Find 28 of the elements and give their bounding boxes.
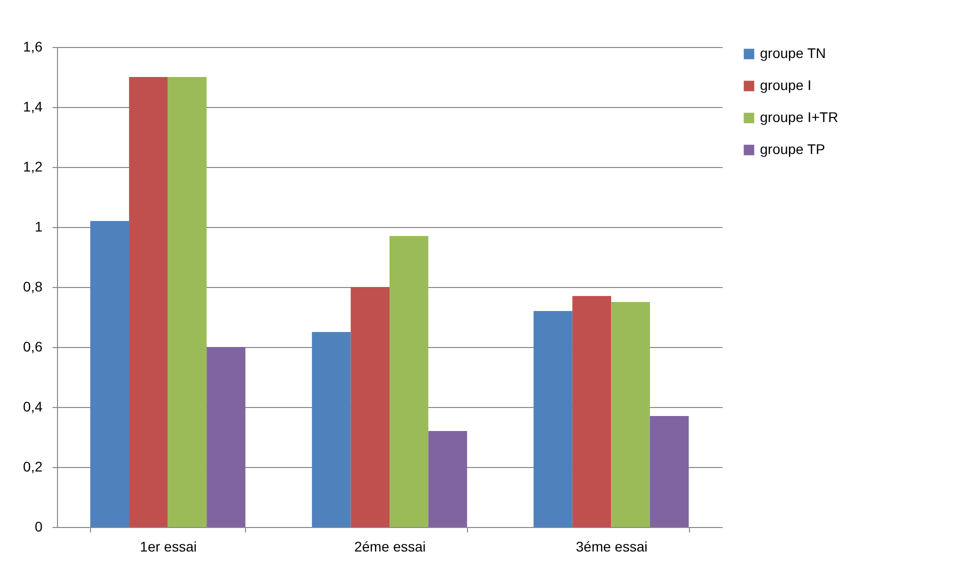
y-tick-label: 1,2 bbox=[23, 158, 43, 174]
x-tick-label: 2éme essai bbox=[354, 538, 426, 554]
legend-label: groupe I bbox=[760, 77, 812, 93]
bar bbox=[129, 77, 168, 527]
y-tick-label: 1,6 bbox=[23, 38, 43, 54]
y-tick-label: 0,2 bbox=[23, 458, 43, 474]
bar bbox=[390, 236, 428, 527]
y-tick-label: 1 bbox=[34, 218, 43, 234]
bar bbox=[168, 77, 207, 527]
bar bbox=[350, 287, 390, 527]
bar bbox=[572, 296, 612, 527]
bar bbox=[206, 347, 246, 527]
bar bbox=[90, 221, 130, 527]
x-tick-label: 1er essai bbox=[140, 538, 197, 554]
legend-label: groupe TN bbox=[760, 45, 826, 61]
y-tick-label: 1,4 bbox=[23, 98, 43, 114]
bar bbox=[428, 431, 468, 527]
y-tick-label: 0,6 bbox=[23, 338, 43, 354]
legend-label: groupe TP bbox=[760, 141, 826, 157]
x-tick-label: 3éme essai bbox=[576, 538, 648, 554]
y-tick-label: 0,8 bbox=[23, 278, 43, 294]
y-tick-label: 0,4 bbox=[23, 398, 43, 414]
bar bbox=[611, 302, 650, 527]
bar bbox=[650, 416, 689, 527]
bar bbox=[534, 311, 572, 527]
legend-label: groupe I+TR bbox=[760, 109, 838, 125]
y-tick-label: 0 bbox=[34, 518, 43, 534]
bar bbox=[312, 332, 351, 527]
